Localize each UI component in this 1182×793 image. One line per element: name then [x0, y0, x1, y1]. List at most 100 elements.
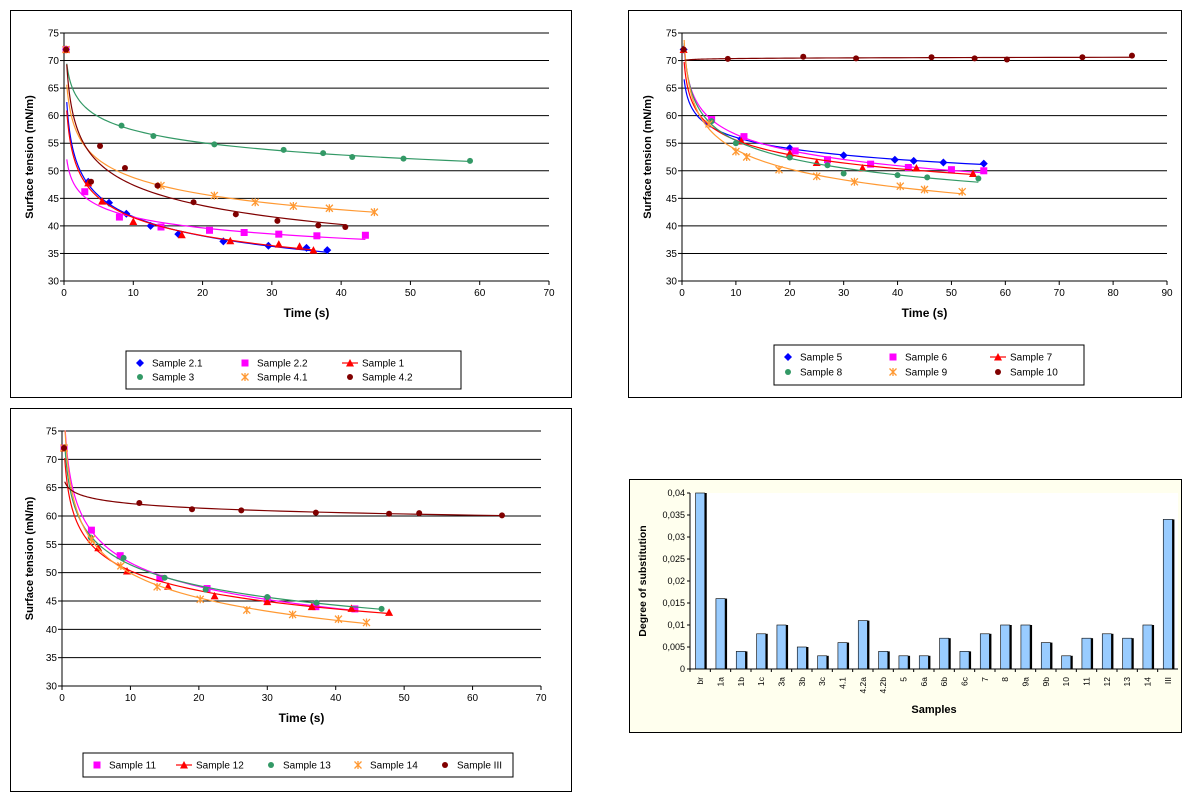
chart-1-point-sample-2-1	[122, 209, 131, 218]
chart-3-xtick-label: 50	[399, 693, 411, 704]
chart-3-point-sample-11	[116, 552, 124, 560]
chart-4-bar-14	[1142, 624, 1153, 670]
chart-4-ytick-label: 0,035	[662, 510, 685, 520]
chart-4-bar-10	[1061, 655, 1072, 670]
chart-1-point-sample-1	[226, 236, 235, 245]
chart-1-legend-label-sample-2-1: Sample 2.1	[152, 359, 203, 370]
chart-2-legend-marker-sample-8	[785, 369, 791, 375]
chart-1-ytick-label: 75	[48, 29, 60, 40]
chart-4-bar-12	[1101, 633, 1112, 670]
chart-1-ytick-label: 50	[48, 166, 60, 177]
chart-1-point-sample-4-2	[232, 211, 239, 218]
chart-4-category-label-4-2b: 4.2b	[878, 677, 888, 694]
chart-2-ytick-label: 50	[666, 166, 678, 177]
chart-1-point-sample-2-2	[115, 213, 123, 221]
chart-3-point-sample-13	[313, 599, 320, 606]
chart-2-ytick-label: 55	[666, 139, 678, 150]
chart-2-xtick-label: 30	[838, 288, 850, 299]
chart-4-bar-3b	[796, 646, 807, 670]
chart-2-point-sample-9	[731, 147, 740, 156]
chart-4-category-label-14: 14	[1143, 677, 1153, 687]
chart-1-xtick-label: 10	[128, 288, 140, 299]
chart-3-point-sample-14	[87, 535, 96, 544]
chart-3-xtick-label: 70	[535, 693, 547, 704]
chart-1-trendline-sample-4-1	[66, 84, 375, 213]
chart-2-point-sample-9	[850, 177, 859, 186]
chart-4-category-label-5: 5	[899, 677, 909, 682]
chart-4-bar-1b	[735, 651, 746, 670]
chart-3-ytick-label: 55	[46, 540, 58, 551]
chart-4-ytick-label: 0,025	[662, 554, 685, 564]
chart-3-svg: 30 35 40 45 50 55 60 65 70 75 0 10 20 30 40 50 60 70 Time …	[24, 427, 547, 778]
chart-panel-3: 30 35 40 45 50 55 60 65 70 75 0 10 20 30 40 50 60 70 Time …	[10, 408, 572, 792]
chart-1-legend-label-sample-4-1: Sample 4.1	[257, 373, 308, 384]
chart-1-point-sample-4-2	[315, 222, 322, 229]
chart-4-category-label-9b: 9b	[1041, 677, 1051, 687]
chart-3-point-sample-13	[161, 574, 168, 581]
chart-3-point-sample-iii	[416, 510, 423, 517]
chart-3-point-sample-14	[153, 582, 162, 591]
chart-3-legend-marker-sample-iii	[442, 762, 448, 768]
chart-1-xtick-label: 30	[266, 288, 278, 299]
chart-2-point-sample-8	[894, 172, 901, 179]
chart-2-legend-label-sample-9: Sample 9	[905, 368, 948, 379]
chart-1-point-sample-1	[274, 240, 283, 248]
chart-3-legend	[82, 752, 514, 778]
chart-1-point-sample-4-1	[370, 208, 379, 217]
chart-2-legend-marker-sample-7	[994, 353, 1002, 361]
chart-1-point-sample-2-2	[206, 226, 213, 234]
chart-1-legend-marker-sample-2-2	[241, 359, 249, 367]
chart-1-point-sample-1	[309, 246, 318, 254]
chart-2-xtick-label: 70	[1054, 288, 1066, 299]
chart-1-point-sample-2-2	[313, 232, 321, 240]
chart-1-ytick-label: 40	[48, 221, 60, 232]
chart-4-category-label-12: 12	[1102, 677, 1112, 687]
chart-2-point-sample-10	[680, 46, 687, 53]
chart-4-ytick-label: 0,04	[667, 488, 685, 498]
chart-3-point-sample-14	[334, 615, 343, 624]
chart-4-bar-9b	[1040, 642, 1051, 670]
chart-2-xtick-label: 0	[679, 288, 685, 299]
chart-3-point-sample-12	[94, 543, 103, 552]
chart-4-ytick-label: 0,005	[662, 642, 685, 652]
chart-2-ytick-label: 40	[666, 221, 678, 232]
chart-1-legend-marker-sample-4-1	[241, 373, 249, 381]
chart-1-ytick-label: 70	[48, 56, 60, 67]
chart-2-ytick-label: 35	[666, 249, 678, 260]
chart-2-point-sample-8	[732, 140, 739, 147]
chart-3-point-sample-12	[210, 591, 219, 600]
chart-3-point-sample-13	[120, 554, 127, 561]
chart-4-category-label-13: 13	[1122, 677, 1132, 687]
chart-1-legend-marker-sample-3	[137, 374, 143, 380]
chart-1-trendline-sample-2-2	[66, 159, 366, 241]
chart-3-legend-label-sample-14: Sample 14	[370, 761, 418, 772]
chart-4-category-label-3a: 3a	[777, 677, 787, 687]
chart-2-legend-label-sample-6: Sample 6	[905, 353, 948, 364]
chart-2-point-sample-10	[928, 54, 935, 61]
chart-2-legend-marker-sample-10	[995, 369, 1001, 375]
chart-4-category-label-3b: 3b	[797, 677, 807, 687]
chart-1-ytick-label: 65	[48, 84, 60, 95]
chart-2-ytick-label: 60	[666, 111, 678, 122]
chart-4-category-label-4-2a: 4.2a	[858, 677, 868, 694]
chart-1-point-sample-2-2	[81, 188, 89, 196]
chart-2-ytick-label: 30	[666, 277, 678, 288]
chart-2-legend	[773, 344, 1085, 386]
chart-1-plot-area	[64, 33, 549, 281]
chart-1-svg: 30 35 40 45 50 55 60 65 70 75 0 10 20 30 40 50 60 70 Time …	[24, 29, 555, 390]
chart-4-ytick-label: 0	[680, 664, 685, 674]
chart-2-point-sample-7	[912, 164, 921, 172]
chart-3-point-sample-13	[264, 594, 271, 601]
chart-4-bar-1a	[715, 598, 726, 670]
chart-3-ytick-label: 45	[46, 597, 58, 608]
chart-2-legend-marker-sample-9	[889, 368, 897, 376]
chart-4-bar-6c	[959, 651, 970, 670]
chart-2-point-sample-10	[1128, 52, 1135, 59]
chart-3-point-sample-iii	[238, 507, 245, 514]
chart-3-xtick-label: 0	[59, 693, 65, 704]
chart-1-point-sample-2-2	[275, 230, 283, 238]
chart-3-ytick-label: 65	[46, 483, 58, 494]
chart-2-legend-marker-sample-5	[784, 353, 792, 361]
chart-3-ytick-label: 60	[46, 512, 58, 523]
chart-1-legend-marker-sample-4-2	[347, 374, 353, 380]
